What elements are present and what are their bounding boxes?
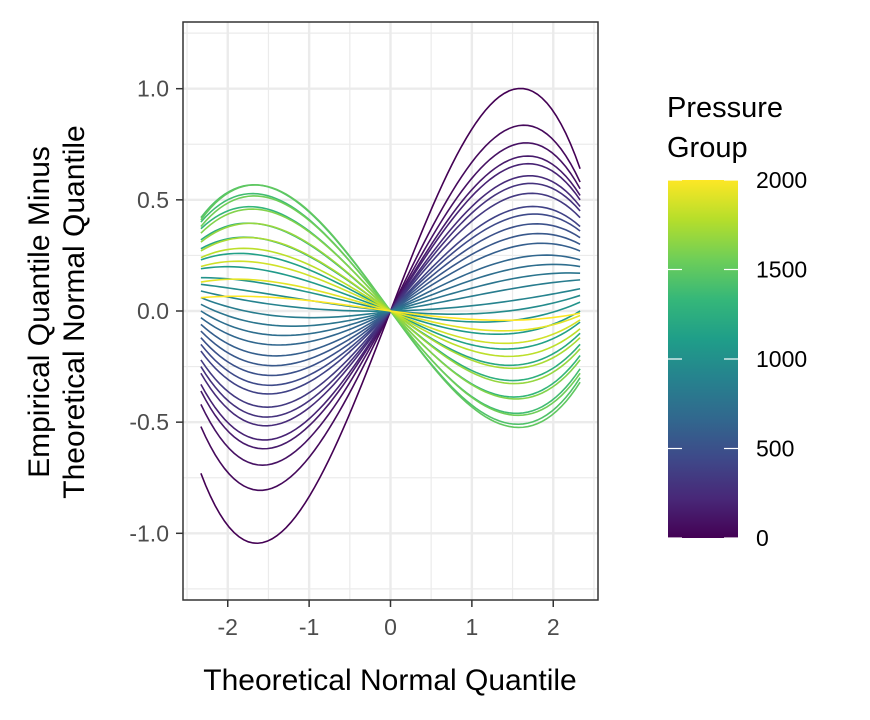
colorbar-ticks: 0 500 1000 1500 2000 xyxy=(668,167,807,551)
y-tick-label: -1.0 xyxy=(129,520,169,546)
colorbar-tick-label: 2000 xyxy=(756,167,807,193)
legend-title-line-2: Group xyxy=(667,132,748,164)
y-tick-label: -0.5 xyxy=(129,409,169,435)
legend-title-line-1: Pressure xyxy=(667,92,783,124)
y-tick-label: 0.0 xyxy=(137,298,169,324)
y-tick-label: 1.0 xyxy=(137,76,169,102)
x-tick-label: 1 xyxy=(465,614,478,640)
x-tick-label: -1 xyxy=(299,614,319,640)
y-axis-title-line-1: Empirical Quantile Minus xyxy=(23,146,56,478)
series-line xyxy=(200,295,581,322)
colorbar-tick-label: 1500 xyxy=(756,257,807,283)
x-tick-label: 2 xyxy=(547,614,560,640)
colorbar-tick-label: 1000 xyxy=(756,346,807,372)
colorbar-legend: Pressure Group 0 500 1000 1500 2000 xyxy=(667,92,807,551)
colorbar-tick-label: 0 xyxy=(756,525,769,551)
x-tick-label: 0 xyxy=(384,614,397,640)
x-axis: -2 -1 0 1 2 xyxy=(218,600,560,640)
x-axis-title: Theoretical Normal Quantile xyxy=(203,664,577,697)
y-axis-title-line-2: Theoretical Normal Quantile xyxy=(58,125,91,499)
series-lines-group xyxy=(200,87,581,545)
y-tick-label: 0.5 xyxy=(137,187,169,213)
x-tick-label: -2 xyxy=(218,614,238,640)
y-axis: -1.0 -0.5 0.0 0.5 1.0 xyxy=(129,76,183,546)
colorbar-tick-label: 500 xyxy=(756,436,794,462)
